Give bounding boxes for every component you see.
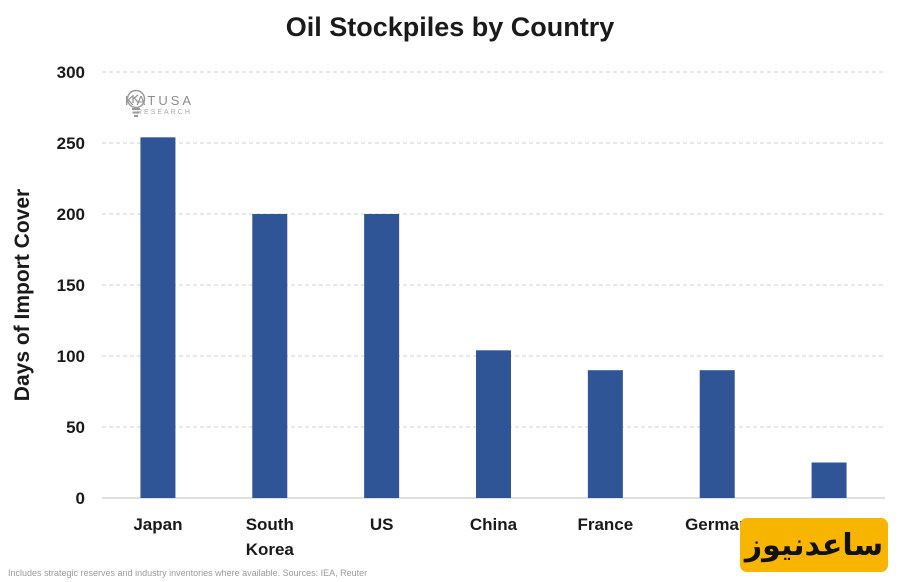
footnote: Includes strategic reserves and industry… xyxy=(8,568,368,578)
bar-china xyxy=(476,350,511,498)
bar-france xyxy=(587,370,623,498)
x-tick-label: US xyxy=(370,515,394,534)
bar-germany xyxy=(699,370,735,498)
y-axis-label: Days of Import Cover xyxy=(11,189,34,401)
bar-us xyxy=(364,214,400,498)
y-tick-label: 50 xyxy=(66,418,85,437)
bar-japan xyxy=(140,137,176,498)
x-tick-label: South Korea xyxy=(246,515,295,559)
lightbulb-icon xyxy=(126,89,146,117)
bar-south-korea xyxy=(252,214,288,498)
y-tick-label: 0 xyxy=(76,489,85,508)
x-tick-label: German xyxy=(685,515,749,534)
x-tick-label: France xyxy=(577,515,633,534)
x-tick-label: China xyxy=(470,515,518,534)
y-tick-label: 200 xyxy=(57,205,85,224)
y-tick-label: 150 xyxy=(57,276,85,295)
y-tick-label: 250 xyxy=(57,134,85,153)
watermark-sub: RESEARCH xyxy=(137,109,192,116)
x-tick-label: Japan xyxy=(133,515,182,534)
katusa-watermark: KATUSA RESEARCH xyxy=(125,88,194,122)
chart-title: Oil Stockpiles by Country xyxy=(285,12,615,42)
bar-india xyxy=(811,462,847,498)
y-tick-label: 100 xyxy=(57,347,85,366)
watermark-brand: KATUSA xyxy=(125,93,195,108)
saadnews-logo: ساعدنیوز xyxy=(740,518,888,572)
y-tick-label: 300 xyxy=(57,63,85,82)
